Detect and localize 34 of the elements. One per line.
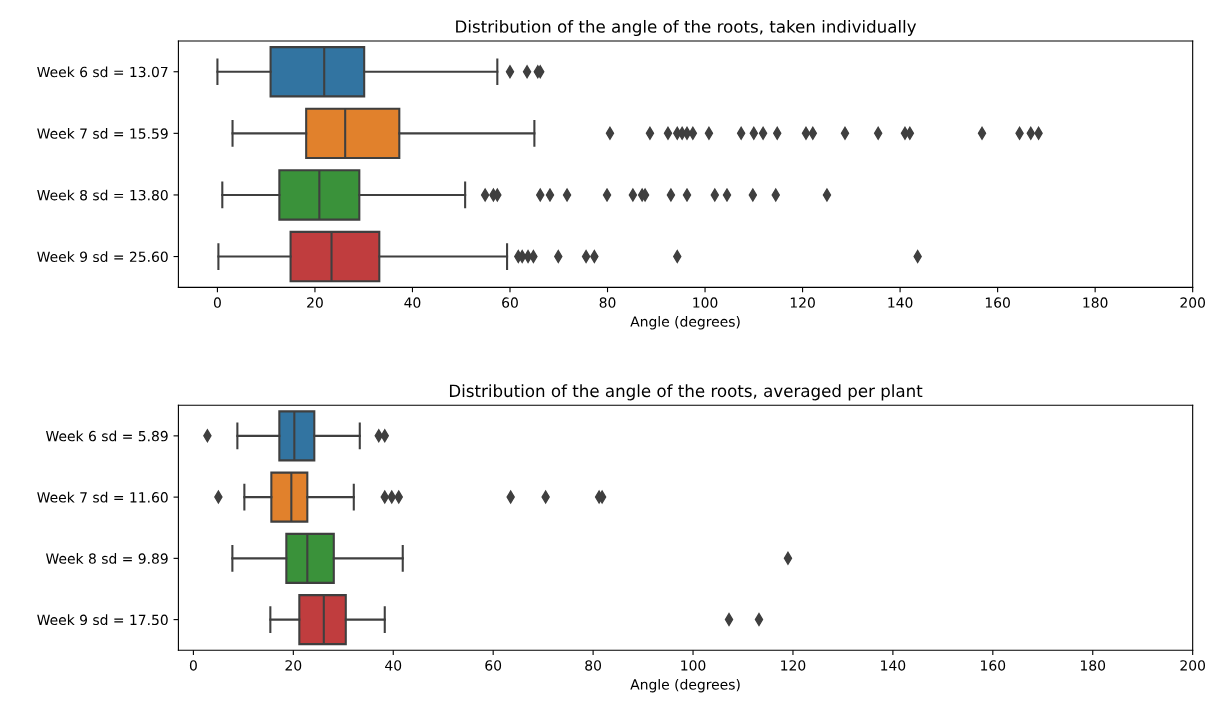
- x-tick-label: 0: [189, 660, 197, 671]
- x-tick-label: 0: [213, 297, 221, 308]
- x-tick-label: 60: [485, 660, 502, 671]
- x-tick-label: 40: [385, 660, 402, 671]
- y-tick-label: Week 9 sd = 25.60: [37, 251, 168, 263]
- y-tick-label: Week 9 sd = 17.50: [37, 614, 168, 626]
- x-tick-label: 180: [1081, 660, 1106, 671]
- x-tick-label: 160: [981, 660, 1006, 671]
- x-tick-label: 100: [693, 297, 718, 308]
- x-tick-label: 120: [790, 297, 815, 308]
- y-tick-label: Week 7 sd = 15.59: [37, 128, 168, 139]
- y-tick-label: Week 8 sd = 9.89: [45, 553, 168, 564]
- x-tick-label: 160: [985, 297, 1010, 308]
- x-tick-label: 40: [404, 297, 421, 308]
- y-tick-label: Week 6 sd = 5.89: [45, 430, 168, 442]
- x-tick-label: 140: [881, 660, 906, 671]
- x-tick-label: 200: [1180, 660, 1205, 671]
- x-tick-label: 80: [599, 297, 616, 308]
- x-tick-label: 100: [681, 660, 706, 671]
- x-tick-label: 20: [307, 297, 323, 308]
- x-axis-title: Angle (degrees): [630, 678, 740, 693]
- chart-title: Distribution of the angle of the roots, averaged per plant: [449, 384, 923, 401]
- y-tick-label: Week 8 sd = 13.80: [37, 189, 168, 201]
- x-tick-label: 80: [585, 660, 602, 671]
- x-tick-label: 180: [1083, 297, 1108, 308]
- x-tick-label: 60: [502, 297, 518, 308]
- chart-title: Distribution of the angle of the roots, taken individually: [456, 19, 917, 37]
- y-tick-label: Week 7 sd = 11.60: [37, 491, 168, 503]
- y-tick-label: Week 6 sd = 13.07: [37, 66, 168, 78]
- x-tick-label: 20: [285, 660, 302, 671]
- x-tick-label: 200: [1180, 297, 1205, 308]
- x-tick-label: 140: [888, 297, 913, 308]
- x-axis-title: Angle (degrees): [630, 316, 740, 330]
- x-tick-label: 120: [781, 660, 806, 671]
